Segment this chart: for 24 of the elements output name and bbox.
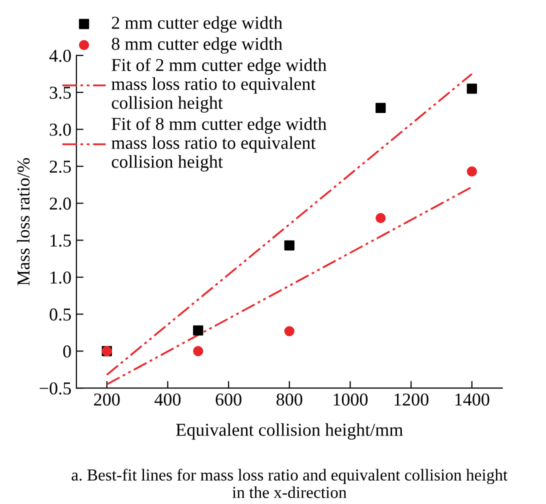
x-tick-label: 1400 — [455, 393, 490, 406]
text: a. Best-fit lines for mass loss ratio and equivalent collision height in the x-direction — [72, 468, 508, 498]
y-tick-label: 0.5 — [50, 308, 71, 321]
y-tick-label: 3.0 — [50, 124, 71, 136]
y-tick-label: 2.0 — [50, 198, 71, 210]
y-tick-label: 2.5 — [50, 160, 71, 173]
y-tick-label: 3.5 — [50, 86, 71, 99]
x-tick-label: 800 — [276, 393, 302, 406]
y-axis-title: Mass loss ratio/% — [16, 158, 30, 286]
y-tick-label: 0 — [63, 345, 71, 358]
x-axis-title: Equivalent collision height/mm — [176, 423, 403, 440]
x-tick-label: 1200 — [394, 393, 428, 406]
x-tick-label: 600 — [216, 393, 242, 406]
legend-label: 8 mm cutter edge width — [112, 37, 282, 54]
x-tick-label: 200 — [94, 393, 120, 406]
y-tick-label: 1.5 — [50, 234, 71, 247]
legend-label: Fit of 2 mm cutter edge width mass loss ratio to equivalent collision height — [111, 58, 327, 113]
legend-label: Fit of 8 mm cutter edge width mass loss ratio to equivalent collision height — [111, 117, 327, 172]
x-tick-label: 1000 — [334, 393, 368, 406]
legend-label: 2 mm cutter edge width — [112, 16, 282, 33]
x-tick-label: 400 — [154, 393, 181, 406]
y-tick-label: 1.0 — [50, 271, 71, 284]
y-tick-label: −0.5 — [40, 382, 71, 395]
y-tick-label: 4.0 — [49, 50, 71, 62]
